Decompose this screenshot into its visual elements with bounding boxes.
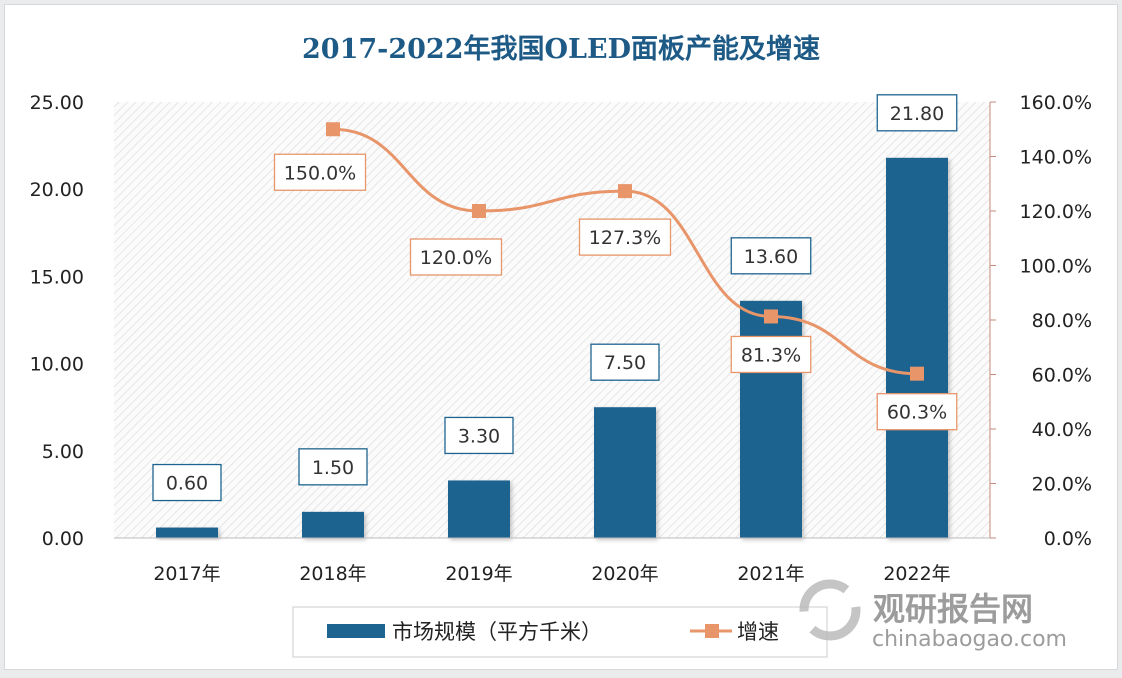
line-data-label: 60.3% xyxy=(887,402,947,424)
line-data-label: 81.3% xyxy=(741,344,801,366)
bar-data-label-box xyxy=(152,463,222,502)
category-label: 2017年 xyxy=(153,563,220,585)
left-tick-label: 15.00 xyxy=(30,266,84,288)
legend-box xyxy=(292,606,828,658)
left-tick-label: 5.00 xyxy=(42,441,84,463)
bar-data-label: 0.60 xyxy=(166,473,208,495)
line-data-label-box xyxy=(578,218,672,256)
left-tick-label: 10.00 xyxy=(30,354,84,376)
right-tick-label: 80.0% xyxy=(1032,310,1092,332)
left-tick-label: 20.00 xyxy=(30,179,84,201)
watermark-name: 观研报告网 xyxy=(873,590,1033,628)
right-tick-label: 100.0% xyxy=(1020,256,1092,278)
bar-data-label: 21.80 xyxy=(890,103,944,125)
right-tick-label: 20.0% xyxy=(1032,474,1092,496)
bar-data-label: 7.50 xyxy=(604,352,646,374)
line-data-label: 127.3% xyxy=(589,227,661,249)
legend: 市场规模（平方千米） 增速 xyxy=(292,606,828,658)
line-data-label: 120.0% xyxy=(420,247,492,269)
bar-data-label: 13.60 xyxy=(744,246,798,268)
plot-area xyxy=(114,102,990,538)
left-tick-label: 25.00 xyxy=(30,92,84,114)
bar xyxy=(886,157,948,539)
bar xyxy=(302,511,364,538)
line-data-label-box xyxy=(409,238,503,276)
bar-data-label: 1.50 xyxy=(312,457,354,479)
category-label: 2020年 xyxy=(591,563,658,585)
growth-marker xyxy=(618,184,632,199)
category-label: 2019年 xyxy=(445,563,512,585)
right-tick-label: 0.0% xyxy=(1044,528,1092,550)
line-data-label-box xyxy=(730,335,812,374)
line-data-label-box xyxy=(876,393,958,431)
bar xyxy=(594,407,656,538)
line-data-label: 150.0% xyxy=(284,162,356,184)
category-label: 2022年 xyxy=(883,563,950,585)
legend-line-label: 增速 xyxy=(737,620,779,644)
right-tick-label: 60.0% xyxy=(1032,365,1092,387)
watermark-logo-icon xyxy=(799,579,861,641)
bar-data-label-box xyxy=(590,343,660,381)
right-tick-label: 140.0% xyxy=(1020,147,1092,169)
right-tick-label: 120.0% xyxy=(1020,201,1092,223)
growth-marker xyxy=(326,122,340,137)
bar-data-label-box xyxy=(876,94,958,132)
bar-data-label: 3.30 xyxy=(458,425,500,447)
category-label: 2018年 xyxy=(299,563,366,585)
bar xyxy=(448,480,510,538)
chart-title: 2017-2022年我国OLED面板产能及增速 xyxy=(302,33,820,65)
left-tick-label: 0.00 xyxy=(42,528,84,550)
bar-data-label-box xyxy=(298,448,368,486)
growth-marker xyxy=(764,309,778,324)
bar-data-label-box xyxy=(444,416,514,455)
growth-marker xyxy=(910,366,924,381)
bar-data-label-box xyxy=(730,237,812,275)
growth-marker xyxy=(472,204,486,218)
category-label: 2021年 xyxy=(737,563,804,585)
legend-bar-label: 市场规模（平方千米） xyxy=(392,620,602,644)
bar xyxy=(156,527,218,538)
right-tick-label: 160.0% xyxy=(1020,92,1092,114)
watermark-url: chinabaogao.com xyxy=(872,627,1067,652)
legend-bar-swatch xyxy=(327,624,385,638)
legend-line-marker xyxy=(705,624,719,638)
right-tick-label: 40.0% xyxy=(1032,419,1092,441)
line-data-label-box xyxy=(273,153,367,191)
watermark: 观研报告网 chinabaogao.com xyxy=(799,579,1067,652)
